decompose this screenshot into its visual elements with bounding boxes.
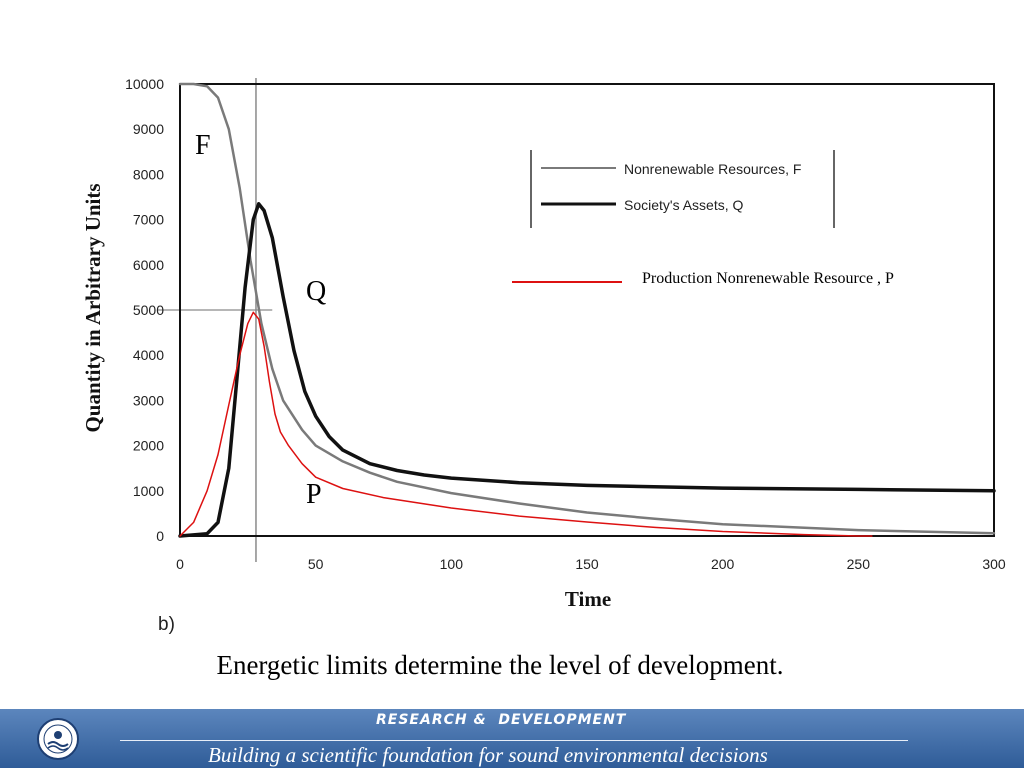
- y-axis-label: Quantity in Arbitrary Units: [81, 183, 105, 432]
- slide-caption: Energetic limits determine the level of …: [216, 650, 784, 680]
- y-tick-label-2: 2000: [133, 438, 164, 454]
- legend-label-f: Nonrenewable Resources, F: [624, 161, 801, 177]
- x-tick-label-1: 50: [308, 556, 324, 572]
- footer-banner: RESEARCH & DEVELOPMENT Building a scient…: [0, 709, 1024, 768]
- y-tick-label-5: 5000: [133, 302, 164, 318]
- x-tick-label-2: 100: [440, 556, 464, 572]
- x-tick-labels: 0 50 100 150 200 250 300: [176, 556, 1006, 572]
- y-tick-label-3: 3000: [133, 392, 164, 408]
- y-tick-label-6: 6000: [133, 257, 164, 273]
- curve-label-q: Q: [306, 276, 326, 307]
- series-line-p: [179, 311, 873, 537]
- x-axis-label: Time: [565, 587, 611, 611]
- chart: 0100020003000400050006000700080009000100…: [81, 76, 1006, 635]
- panel-label: b): [158, 614, 175, 635]
- legend: Nonrenewable Resources, F Society's Asse…: [530, 150, 835, 228]
- curve-label-p: P: [306, 479, 322, 510]
- x-tick-label-4: 200: [711, 556, 735, 572]
- reference-lines: [158, 78, 273, 562]
- x-tick-label-5: 250: [847, 556, 871, 572]
- epa-seal-icon: [37, 718, 79, 760]
- series-line-q: [178, 202, 996, 538]
- series-layer: [178, 82, 996, 538]
- plot-frame: [179, 83, 995, 537]
- x-tick-label-0: 0: [176, 556, 184, 572]
- y-tick-label-7: 7000: [133, 212, 164, 228]
- footer-title: RESEARCH & DEVELOPMENT: [376, 712, 627, 728]
- curve-label-f: F: [195, 130, 211, 161]
- series-line-f: [178, 82, 996, 535]
- x-tick-label-3: 150: [575, 556, 599, 572]
- footer-subtitle: Building a scientific foundation for sou…: [208, 743, 768, 767]
- legend-label-p: Production Nonrenewable Resource , P: [642, 270, 894, 287]
- x-tick-label-6: 300: [982, 556, 1006, 572]
- legend-label-q: Society's Assets, Q: [624, 197, 743, 213]
- y-tick-label-1: 1000: [133, 483, 164, 499]
- y-tick-label-9: 9000: [133, 121, 164, 137]
- y-tick-label-8: 8000: [133, 166, 164, 182]
- y-tick-label-4: 4000: [133, 347, 164, 363]
- y-tick-labels: 0 1000 2000 3000 4000 5000 6000 7000 8000 9000 100…: [125, 76, 164, 544]
- y-tick-label-10: 10000: [125, 76, 164, 92]
- y-tick-label-0: 0: [156, 528, 164, 544]
- footer-divider: [120, 740, 908, 741]
